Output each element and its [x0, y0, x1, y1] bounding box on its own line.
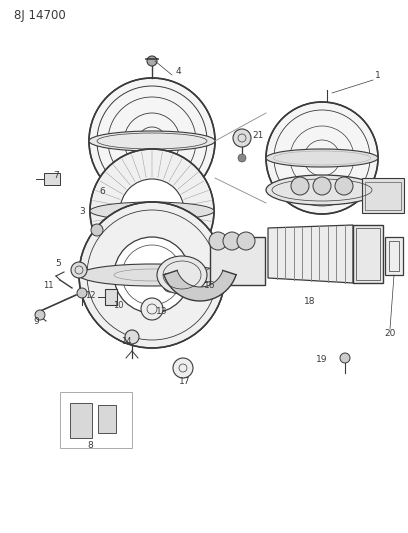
Text: 7: 7 — [53, 171, 59, 180]
Text: 12: 12 — [85, 290, 95, 300]
Bar — [353, 225, 383, 283]
Circle shape — [35, 310, 45, 320]
Polygon shape — [164, 270, 236, 301]
Circle shape — [238, 154, 246, 162]
Bar — [356, 228, 380, 280]
Circle shape — [141, 298, 163, 320]
Ellipse shape — [157, 256, 207, 294]
Circle shape — [147, 56, 157, 66]
Polygon shape — [268, 225, 353, 283]
Ellipse shape — [266, 175, 378, 205]
Circle shape — [90, 149, 214, 273]
Circle shape — [209, 232, 227, 250]
Text: 21: 21 — [252, 132, 264, 141]
Circle shape — [91, 224, 103, 236]
Circle shape — [79, 202, 225, 348]
Circle shape — [319, 155, 325, 161]
Circle shape — [120, 179, 184, 243]
Circle shape — [237, 232, 255, 250]
Bar — [389, 241, 399, 271]
Bar — [44, 173, 60, 185]
Circle shape — [266, 102, 378, 214]
Circle shape — [173, 358, 193, 378]
Text: 6: 6 — [99, 187, 105, 196]
Circle shape — [163, 278, 177, 292]
Circle shape — [233, 129, 251, 147]
Ellipse shape — [266, 149, 378, 167]
Bar — [98, 405, 116, 433]
Text: 4: 4 — [175, 67, 181, 76]
Circle shape — [147, 136, 157, 146]
Ellipse shape — [89, 131, 215, 151]
Bar — [105, 289, 117, 305]
Text: 16: 16 — [204, 280, 216, 289]
Bar — [385, 237, 403, 275]
Circle shape — [71, 262, 87, 278]
Text: 3: 3 — [79, 206, 85, 215]
Text: 5: 5 — [55, 259, 61, 268]
Text: 10: 10 — [113, 301, 123, 310]
Text: 20: 20 — [384, 328, 396, 337]
Ellipse shape — [79, 264, 225, 286]
Circle shape — [77, 288, 87, 298]
Bar — [362, 178, 404, 213]
Circle shape — [340, 353, 350, 363]
Text: 13: 13 — [156, 306, 168, 316]
Text: 14: 14 — [122, 336, 132, 345]
Ellipse shape — [90, 202, 214, 220]
Circle shape — [223, 232, 241, 250]
Circle shape — [313, 177, 331, 195]
Text: 11: 11 — [43, 280, 53, 289]
Bar — [70, 403, 92, 438]
Circle shape — [125, 330, 139, 344]
Bar — [365, 182, 401, 210]
Circle shape — [89, 78, 215, 204]
Text: 19: 19 — [316, 356, 328, 365]
Text: 9: 9 — [33, 317, 39, 326]
Text: 8J 14700: 8J 14700 — [14, 9, 66, 21]
Text: 15: 15 — [163, 273, 173, 282]
Circle shape — [335, 177, 353, 195]
Text: 2: 2 — [249, 238, 255, 247]
Text: 1: 1 — [375, 71, 381, 80]
Text: 8: 8 — [87, 440, 93, 449]
Circle shape — [114, 237, 190, 313]
Bar — [210, 237, 265, 285]
Circle shape — [291, 177, 309, 195]
Text: 18: 18 — [304, 296, 316, 305]
Bar — [60, 392, 132, 448]
Text: 17: 17 — [179, 376, 191, 385]
